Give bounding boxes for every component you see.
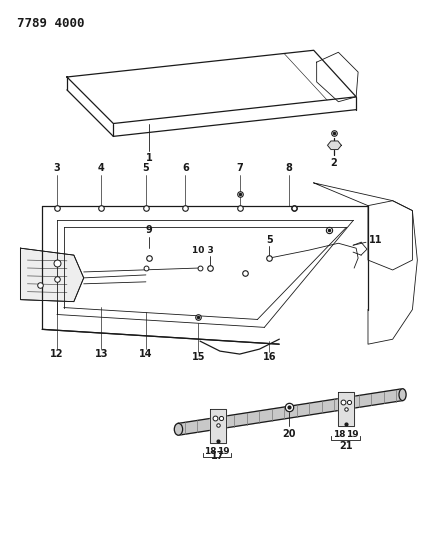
Text: 19: 19	[346, 430, 359, 439]
Polygon shape	[178, 389, 402, 435]
Polygon shape	[210, 408, 226, 443]
Text: 3: 3	[54, 163, 60, 173]
Text: 2: 2	[330, 158, 337, 168]
Text: 17: 17	[211, 451, 225, 461]
Text: 10 3: 10 3	[192, 246, 214, 255]
Text: 14: 14	[139, 349, 153, 359]
Ellipse shape	[399, 389, 406, 401]
Text: 8: 8	[286, 163, 293, 173]
Polygon shape	[338, 392, 354, 426]
Ellipse shape	[174, 423, 183, 435]
Text: 20: 20	[282, 429, 296, 439]
Polygon shape	[327, 141, 341, 150]
Text: 4: 4	[98, 163, 105, 173]
Text: 13: 13	[95, 349, 108, 359]
Polygon shape	[21, 248, 84, 302]
Text: 6: 6	[182, 163, 189, 173]
Text: 21: 21	[339, 441, 353, 451]
Text: 18: 18	[204, 447, 216, 456]
Text: 1: 1	[145, 153, 152, 163]
Text: 5: 5	[142, 163, 149, 173]
Text: 12: 12	[50, 349, 64, 359]
Text: 7789 4000: 7789 4000	[17, 17, 84, 30]
Text: 5: 5	[266, 235, 273, 245]
Text: 18: 18	[333, 430, 346, 439]
Text: 7: 7	[236, 163, 243, 173]
Text: 11: 11	[369, 235, 383, 245]
Text: 19: 19	[217, 447, 229, 456]
Text: 16: 16	[263, 352, 276, 362]
Text: 15: 15	[191, 352, 205, 362]
Text: 9: 9	[145, 225, 152, 236]
